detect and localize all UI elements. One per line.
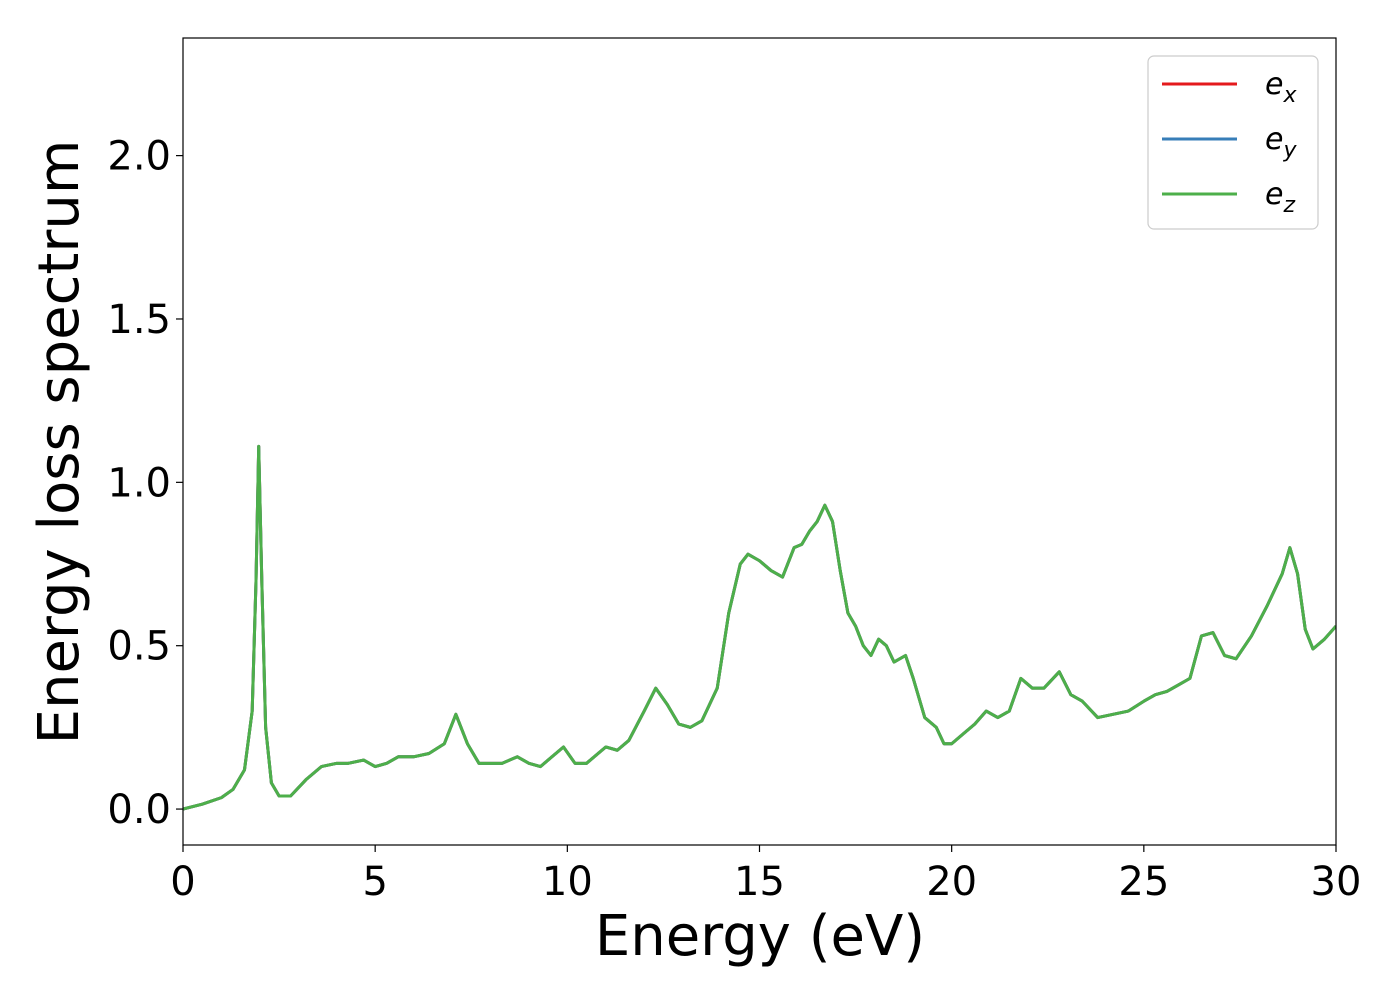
x-axis-label: Energy (eV) xyxy=(595,904,925,969)
legend-label-y: ey xyxy=(1265,122,1297,163)
series-line-ey xyxy=(183,444,1336,811)
x-tick-label: 20 xyxy=(926,859,977,905)
legend-box xyxy=(1147,55,1319,230)
plot-area xyxy=(183,444,1336,811)
series-line-ez xyxy=(183,444,1336,811)
legend: ex ey ez xyxy=(1147,55,1319,230)
y-axis-label: Energy loss spectrum xyxy=(27,140,92,745)
y-tick-label: 0.5 xyxy=(107,624,171,670)
x-tick-label: 0 xyxy=(170,859,195,905)
series-line-ex xyxy=(183,444,1336,811)
x-tick-label: 5 xyxy=(362,859,387,905)
y-tick-label: 2.0 xyxy=(107,134,171,180)
y-tick-label: 1.0 xyxy=(107,460,171,506)
y-tick-label: 1.5 xyxy=(107,297,171,343)
legend-label-z: ez xyxy=(1265,177,1295,218)
x-tick-label: 15 xyxy=(734,859,785,905)
legend-label-x: ex xyxy=(1265,67,1297,108)
y-tick-label: 0.0 xyxy=(107,787,171,833)
x-tick-label: 10 xyxy=(542,859,593,905)
x-tick-label: 25 xyxy=(1118,859,1169,905)
x-tick-label: 30 xyxy=(1311,859,1362,905)
axes: 0 5 10 15 20 25 30 0.0 0.5 1.0 1.5 2.0 xyxy=(107,37,1362,905)
